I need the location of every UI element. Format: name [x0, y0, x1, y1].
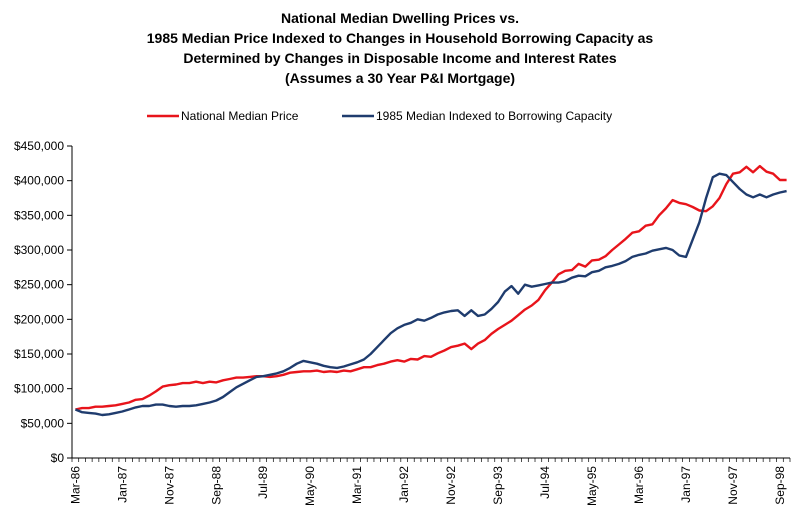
x-tick-label: Mar-96 [632, 466, 646, 504]
y-tick-label: $150,000 [14, 347, 64, 361]
x-tick-label: Sep-88 [209, 466, 223, 505]
axes: $0 $50,000 $100,000 $150,000 $200,000 $250,00… [14, 139, 791, 506]
title-line-4: (Assumes a 30 Year P&I Mortgage) [284, 70, 516, 86]
title-line-3: Determined by Changes in Disposable Inco… [183, 50, 617, 66]
x-tick-label: Nov-87 [162, 466, 176, 505]
chart-title: National Median Dwelling Prices vs. 1985… [0, 8, 800, 88]
title-line-2: 1985 Median Price Indexed to Changes in … [146, 30, 654, 46]
x-tick-label: Jan-92 [397, 466, 411, 503]
x-tick-label: Sep-93 [491, 466, 505, 505]
x-tick-label: Jan-87 [115, 466, 129, 503]
x-tick-label: Mar-86 [68, 466, 82, 504]
y-tick-label: $450,000 [14, 139, 64, 153]
y-tick-label: $350,000 [14, 208, 64, 222]
x-tick-label: Jul-89 [256, 466, 270, 499]
y-tick-label: $250,000 [14, 278, 64, 292]
y-tick-label: $100,000 [14, 382, 64, 396]
y-tick-label: $0 [51, 451, 65, 465]
legend-label-national: National Median Price [181, 109, 299, 123]
x-tick-label: Jan-97 [679, 466, 693, 503]
series-group [74, 164, 787, 417]
y-tick-label: $50,000 [21, 416, 65, 430]
x-tick-label: Nov-92 [444, 466, 458, 505]
title-line-1: National Median Dwelling Prices vs. [280, 10, 520, 26]
x-tick-label: May-90 [303, 466, 317, 506]
y-tick-label: $400,000 [14, 174, 64, 188]
x-tick-label: Jul-94 [538, 466, 552, 499]
x-tick-label: May-95 [585, 466, 599, 506]
x-tick-label: Nov-97 [726, 466, 740, 505]
y-tick-label: $300,000 [14, 243, 64, 257]
legend-label-indexed: 1985 Median Indexed to Borrowing Capacit… [376, 109, 612, 123]
y-tick-label: $200,000 [14, 312, 64, 326]
series-line-1985-median-indexed [74, 172, 787, 417]
x-tick-label: Sep-98 [773, 466, 787, 505]
series-line-national-median-price [75, 164, 787, 411]
legend: National Median Price 1985 Median Indexe… [147, 109, 612, 123]
x-tick-label: Mar-91 [350, 466, 364, 504]
